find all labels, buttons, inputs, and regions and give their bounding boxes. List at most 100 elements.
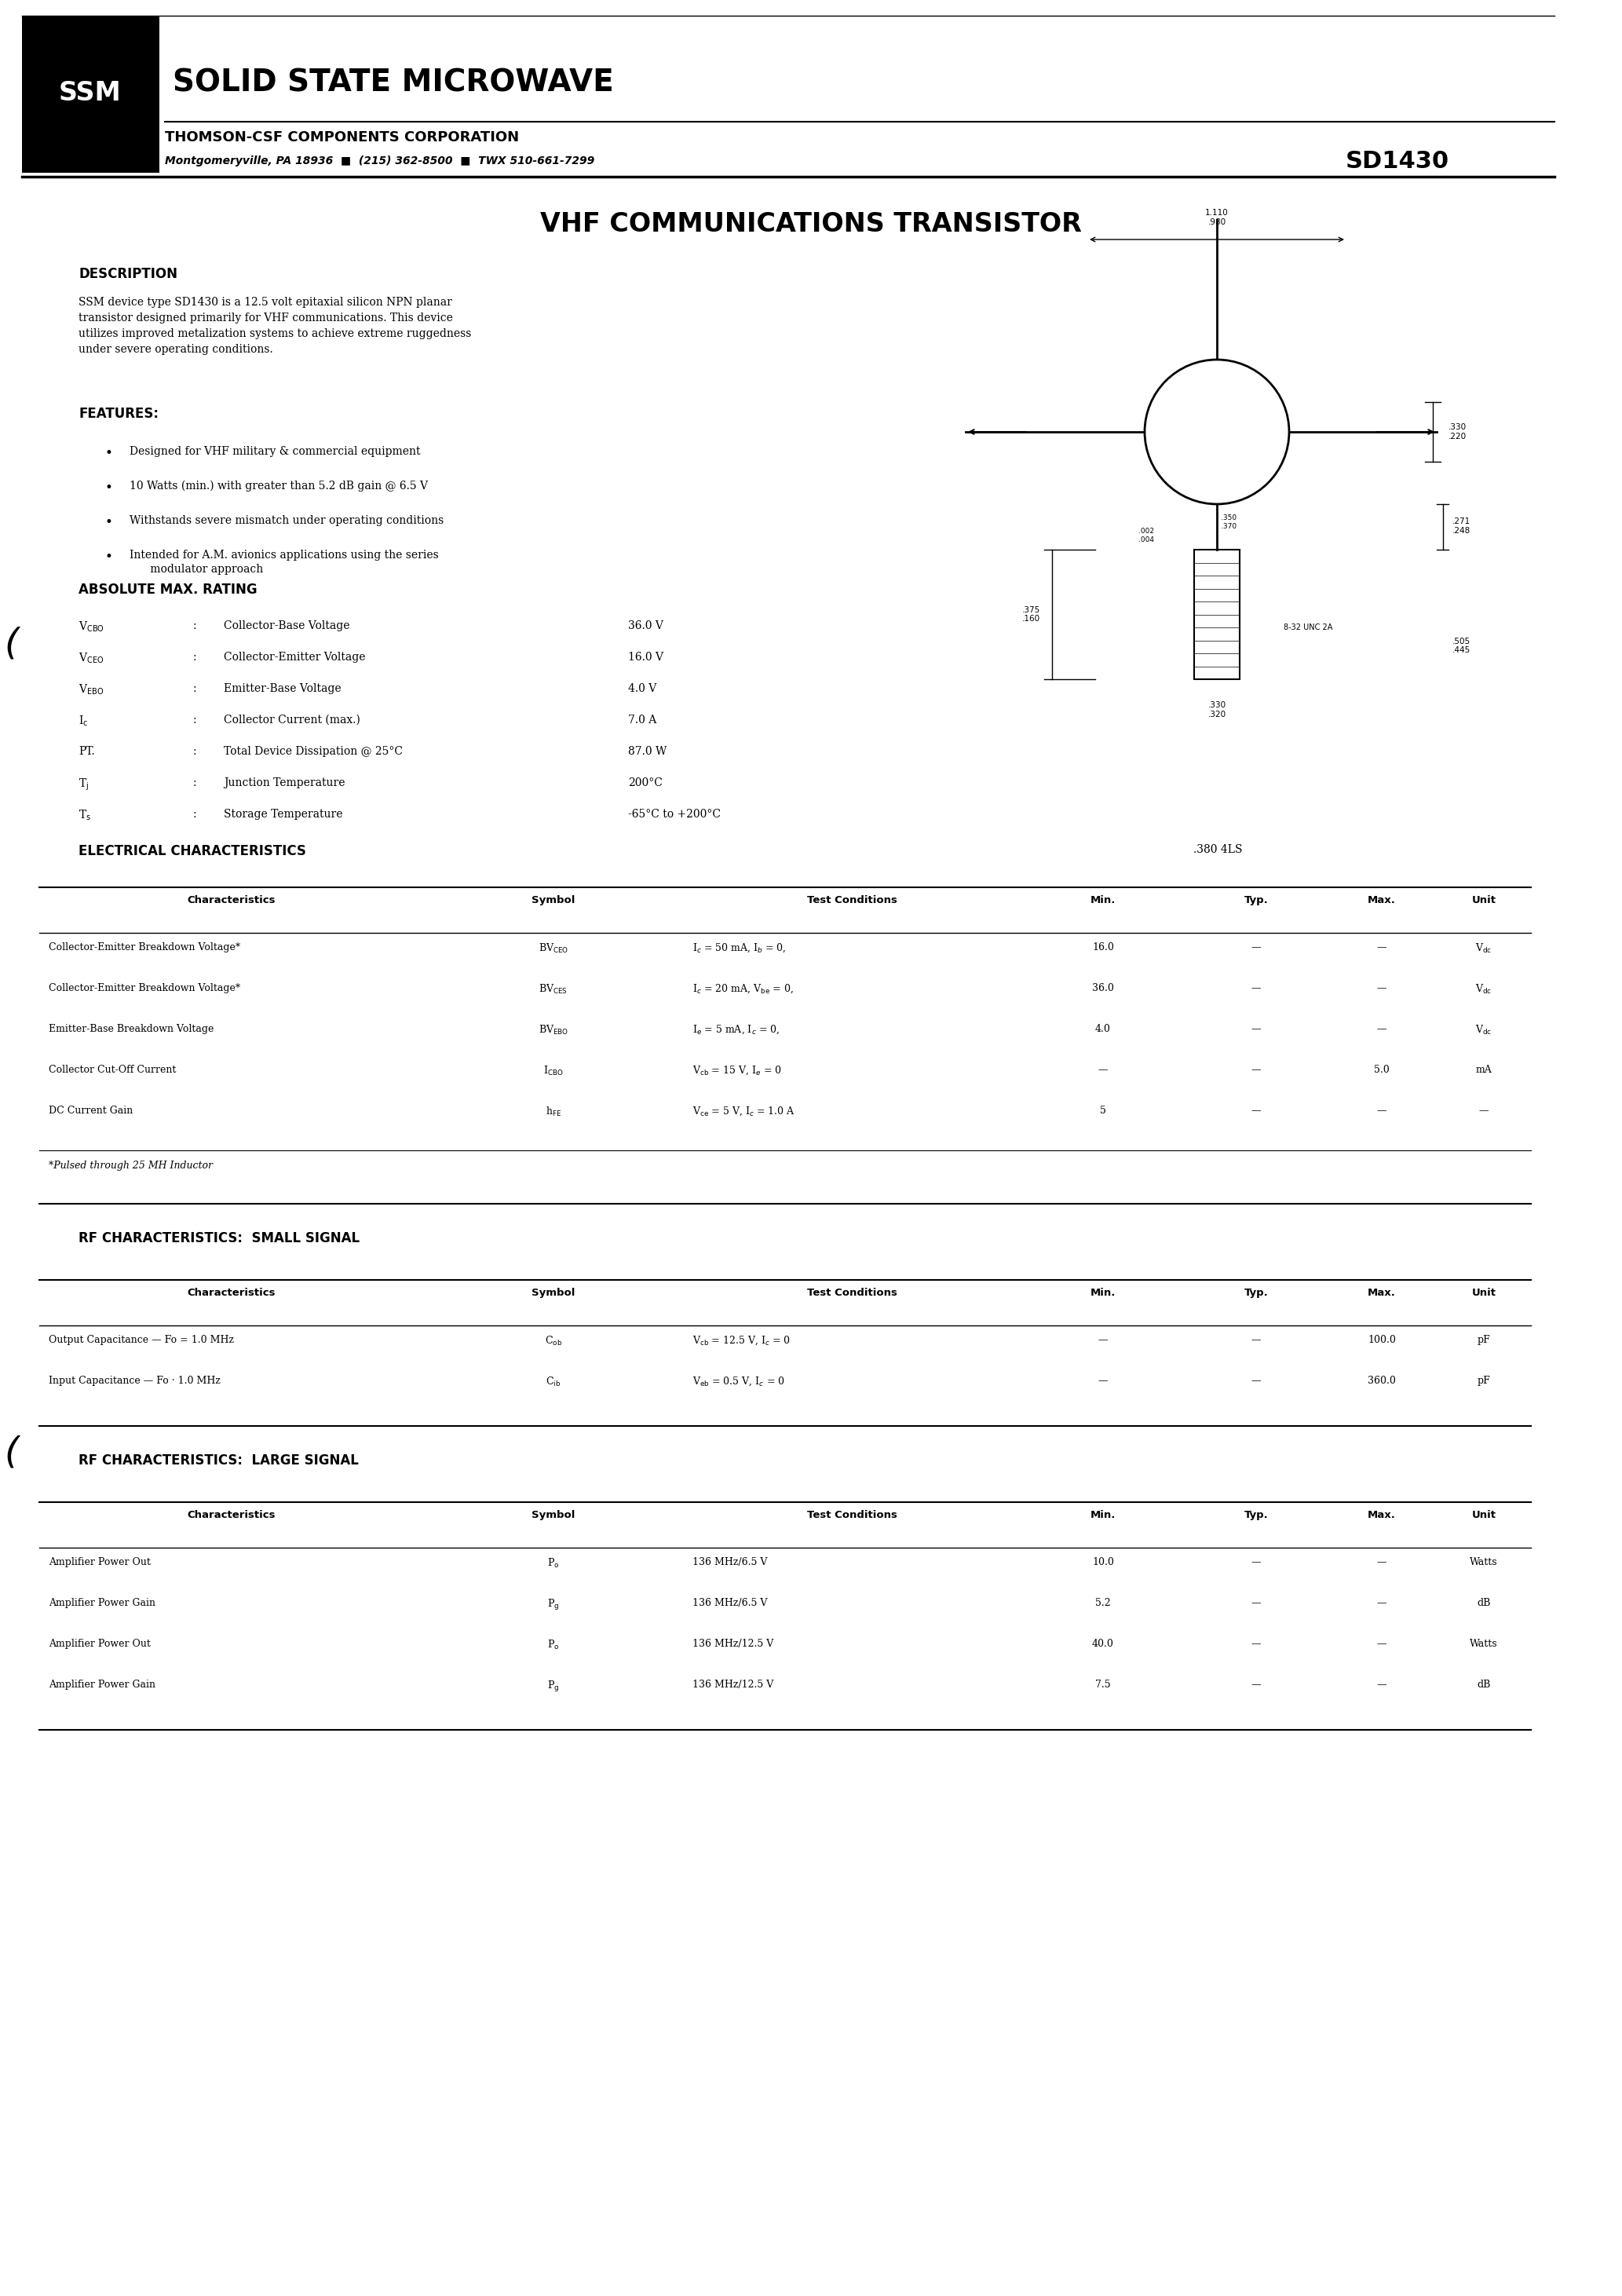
Text: Amplifier Power Gain: Amplifier Power Gain <box>49 1598 156 1607</box>
Text: •: • <box>104 514 112 530</box>
Text: 1.110
.980: 1.110 .980 <box>1205 209 1228 225</box>
Text: Watts: Watts <box>1470 1557 1497 1568</box>
Text: *Pulsed through 25 MH Inductor: *Pulsed through 25 MH Inductor <box>49 1159 212 1171</box>
Text: SSM: SSM <box>58 80 122 106</box>
Text: Output Capacitance — Fo = 1.0 MHz: Output Capacitance — Fo = 1.0 MHz <box>49 1334 234 1345</box>
Text: Unit: Unit <box>1471 1288 1495 1297</box>
Text: Max.: Max. <box>1367 1288 1397 1297</box>
Text: 136 MHz/6.5 V: 136 MHz/6.5 V <box>693 1557 767 1568</box>
Circle shape <box>1145 360 1289 505</box>
Text: —: — <box>1251 1065 1260 1075</box>
Text: DC Current Gain: DC Current Gain <box>49 1107 133 1116</box>
Text: Typ.: Typ. <box>1244 895 1268 905</box>
Text: Input Capacitance — Fo · 1.0 MHz: Input Capacitance — Fo · 1.0 MHz <box>49 1375 221 1387</box>
Text: 4.0 V: 4.0 V <box>628 684 657 693</box>
Text: V$_{\mathsf{dc}}$: V$_{\mathsf{dc}}$ <box>1476 941 1492 955</box>
Text: (: ( <box>5 627 19 661</box>
Text: pF: pF <box>1478 1334 1491 1345</box>
Text: Symbol: Symbol <box>532 1511 576 1520</box>
Text: C$_{\mathsf{ib}}$: C$_{\mathsf{ib}}$ <box>547 1375 561 1389</box>
Text: Typ.: Typ. <box>1244 1288 1268 1297</box>
Text: V$_{\mathsf{cb}}$ = 12.5 V, I$_c$ = 0: V$_{\mathsf{cb}}$ = 12.5 V, I$_c$ = 0 <box>693 1334 790 1348</box>
Text: DESCRIPTION: DESCRIPTION <box>78 266 177 280</box>
Text: I$_c$ = 50 mA, I$_b$ = 0,: I$_c$ = 50 mA, I$_b$ = 0, <box>693 941 787 955</box>
Text: Total Device Dissipation @ 25°C: Total Device Dissipation @ 25°C <box>224 746 402 758</box>
Text: SSM device type SD1430 is a 12.5 volt epitaxial silicon NPN planar
transistor de: SSM device type SD1430 is a 12.5 volt ep… <box>78 296 472 356</box>
Text: V$_{\mathsf{CEO}}$: V$_{\mathsf{CEO}}$ <box>78 652 104 666</box>
Text: Min.: Min. <box>1090 1288 1116 1297</box>
Text: V$_{\mathsf{dc}}$: V$_{\mathsf{dc}}$ <box>1476 983 1492 996</box>
Text: —: — <box>1251 1334 1260 1345</box>
Text: —: — <box>1377 1024 1387 1033</box>
Text: P$_\mathsf{o}$: P$_\mathsf{o}$ <box>548 1639 560 1651</box>
Text: :: : <box>193 684 196 693</box>
Text: ABSOLUTE MAX. RATING: ABSOLUTE MAX. RATING <box>78 583 258 597</box>
Text: Symbol: Symbol <box>532 1288 576 1297</box>
Text: BV$_{\mathsf{CEO}}$: BV$_{\mathsf{CEO}}$ <box>539 941 569 955</box>
Text: .330
.220: .330 .220 <box>1448 422 1466 441</box>
Text: —: — <box>1377 1557 1387 1568</box>
Bar <box>23 16 159 172</box>
Text: SD1430: SD1430 <box>1346 149 1450 172</box>
Text: —: — <box>1377 983 1387 994</box>
Text: dB: dB <box>1478 1598 1491 1607</box>
Text: —: — <box>1377 1681 1387 1690</box>
Text: :: : <box>193 652 196 664</box>
Text: —: — <box>1251 1107 1260 1116</box>
Text: PT.: PT. <box>78 746 94 758</box>
Bar <box>1194 549 1239 680</box>
Text: Unit: Unit <box>1471 895 1495 905</box>
Text: :: : <box>193 746 196 758</box>
Text: (: ( <box>5 1435 19 1469</box>
Text: Min.: Min. <box>1090 895 1116 905</box>
Text: .350
.370: .350 .370 <box>1221 514 1236 530</box>
Text: —: — <box>1098 1334 1108 1345</box>
Text: —: — <box>1251 1024 1260 1033</box>
Text: 10.0: 10.0 <box>1092 1557 1114 1568</box>
Text: .330
.320: .330 .320 <box>1208 700 1226 719</box>
Text: —: — <box>1479 1107 1489 1116</box>
Text: Withstands severe mismatch under operating conditions: Withstands severe mismatch under operati… <box>130 514 444 526</box>
Text: Collector-Emitter Breakdown Voltage*: Collector-Emitter Breakdown Voltage* <box>49 941 240 953</box>
Text: —: — <box>1251 983 1260 994</box>
Text: P$_\mathsf{g}$: P$_\mathsf{g}$ <box>548 1598 560 1612</box>
Text: 360.0: 360.0 <box>1367 1375 1397 1387</box>
Text: 136 MHz/12.5 V: 136 MHz/12.5 V <box>693 1639 774 1649</box>
Text: THOMSON-CSF COMPONENTS CORPORATION: THOMSON-CSF COMPONENTS CORPORATION <box>165 131 519 145</box>
Text: P$_\mathsf{g}$: P$_\mathsf{g}$ <box>548 1681 560 1694</box>
Text: -65°C to +200°C: -65°C to +200°C <box>628 808 720 820</box>
Text: Collector-Emitter Voltage: Collector-Emitter Voltage <box>224 652 365 664</box>
Text: Storage Temperature: Storage Temperature <box>224 808 342 820</box>
Text: Collector Cut-Off Current: Collector Cut-Off Current <box>49 1065 177 1075</box>
Text: T$_\mathsf{j}$: T$_\mathsf{j}$ <box>78 778 89 792</box>
Text: Emitter-Base Breakdown Voltage: Emitter-Base Breakdown Voltage <box>49 1024 214 1033</box>
Text: 5: 5 <box>1100 1107 1106 1116</box>
Text: —: — <box>1098 1065 1108 1075</box>
Text: 10 Watts (min.) with greater than 5.2 dB gain @ 6.5 V: 10 Watts (min.) with greater than 5.2 dB… <box>130 480 428 491</box>
Text: Characteristics: Characteristics <box>188 1288 276 1297</box>
Text: :: : <box>193 620 196 631</box>
Text: Amplifier Power Out: Amplifier Power Out <box>49 1639 151 1649</box>
Text: BV$_{\mathsf{CES}}$: BV$_{\mathsf{CES}}$ <box>539 983 568 996</box>
Text: Watts: Watts <box>1470 1639 1497 1649</box>
Text: •: • <box>104 480 112 494</box>
Text: —: — <box>1251 1639 1260 1649</box>
Text: 8-32 UNC 2A: 8-32 UNC 2A <box>1283 625 1333 631</box>
Text: —: — <box>1098 1375 1108 1387</box>
Text: —: — <box>1377 1107 1387 1116</box>
Text: V$_{\mathsf{ce}}$ = 5 V, I$_c$ = 1.0 A: V$_{\mathsf{ce}}$ = 5 V, I$_c$ = 1.0 A <box>693 1107 795 1118</box>
Text: V$_{\mathsf{EBO}}$: V$_{\mathsf{EBO}}$ <box>78 684 104 696</box>
Text: Collector Current (max.): Collector Current (max.) <box>224 714 360 726</box>
Text: Junction Temperature: Junction Temperature <box>224 778 345 788</box>
Text: 7.0 A: 7.0 A <box>628 714 657 726</box>
Text: —: — <box>1251 1375 1260 1387</box>
Text: 200°C: 200°C <box>628 778 662 788</box>
Text: —: — <box>1377 941 1387 953</box>
Text: 5.0: 5.0 <box>1374 1065 1390 1075</box>
Text: Collector-Base Voltage: Collector-Base Voltage <box>224 620 350 631</box>
Text: Montgomeryville, PA 18936  ■  (215) 362-8500  ■  TWX 510-661-7299: Montgomeryville, PA 18936 ■ (215) 362-85… <box>165 156 595 168</box>
Text: 4.0: 4.0 <box>1095 1024 1111 1033</box>
Text: I$_c$ = 20 mA, V$_{\mathsf{be}}$ = 0,: I$_c$ = 20 mA, V$_{\mathsf{be}}$ = 0, <box>693 983 793 994</box>
Text: —: — <box>1377 1598 1387 1607</box>
Text: ELECTRICAL CHARACTERISTICS: ELECTRICAL CHARACTERISTICS <box>78 845 307 859</box>
